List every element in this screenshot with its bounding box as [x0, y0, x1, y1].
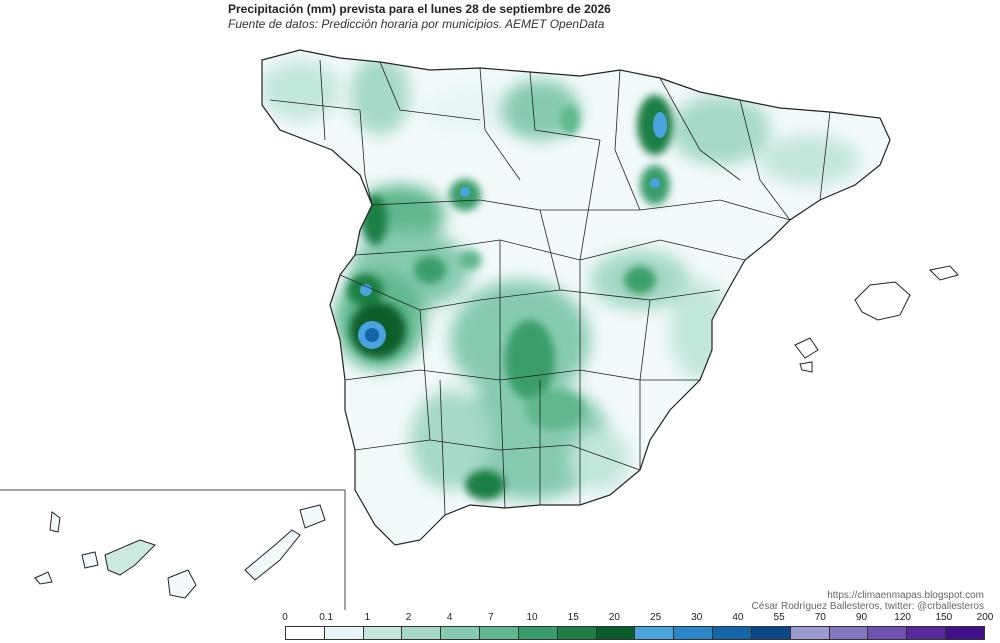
legend-tick-label: 1: [364, 612, 371, 623]
balearic-islands: [794, 265, 959, 373]
credits-blog: https://climaenmapas.blogspot.com: [827, 590, 984, 601]
island-la-gomera: [81, 551, 99, 569]
legend-tick-label: 90: [855, 612, 868, 623]
legend: 0 0.1 1 2 4 7 10 15 20 25 30 40 55 70 90 120 150 200: [282, 612, 993, 642]
legend-swatch: [596, 627, 636, 639]
island-formentera: [799, 361, 813, 373]
precipitation-map: [0, 49, 959, 610]
legend-swatch: [518, 627, 558, 639]
legend-swatch: [441, 627, 481, 639]
legend-tick-label: 20: [608, 612, 620, 623]
province-borders: [261, 49, 891, 546]
peninsula: [261, 49, 891, 546]
island-tenerife: [104, 539, 156, 576]
legend-tick-label: 70: [814, 612, 826, 623]
legend-swatch: [713, 627, 752, 639]
credits: https://climaenmapas.blogspot.com César …: [752, 590, 984, 612]
island-la-palma: [49, 511, 61, 533]
legend-tick-label: 200: [976, 612, 994, 623]
legend-tick-label: 0: [282, 612, 288, 623]
legend-swatch: [557, 627, 597, 639]
legend-swatch: [946, 627, 984, 639]
island-menorca: [928, 265, 959, 281]
legend-tick-label: 2: [405, 612, 412, 623]
legend-tick-label: 4: [446, 612, 453, 623]
legend-swatch: [480, 627, 519, 639]
legend-swatch: [829, 627, 869, 639]
legend-swatch: [868, 627, 908, 639]
legend-tick-label: 120: [894, 612, 911, 623]
map-title: Precipitación (mm) prevista para el lune…: [228, 2, 611, 16]
legend-tick-label: 30: [691, 612, 703, 623]
legend-tick-label: 25: [650, 612, 662, 623]
legend-swatch: [286, 627, 325, 639]
legend-tick-label: 40: [732, 612, 744, 623]
legend-tick-label: 55: [773, 612, 785, 623]
island-ibiza: [794, 337, 819, 359]
legend-bar: [285, 626, 985, 640]
legend-swatch: [635, 627, 675, 639]
legend-swatch: [324, 627, 364, 639]
legend-ticks: 0 0.1 1 2 4 7 10 15 20 25 30 40 55 70 90 120 150 200: [282, 612, 993, 626]
legend-tick-label: 0.1: [319, 612, 334, 623]
credits-author: César Rodríguez Ballesteros, twitter: @c…: [751, 601, 984, 612]
island-fuerteventura: [244, 529, 301, 581]
legend-swatch: [751, 627, 791, 639]
legend-swatch: [790, 627, 830, 639]
legend-swatch: [674, 627, 714, 639]
legend-swatch: [402, 627, 442, 639]
legend-tick-label: 15: [567, 612, 579, 623]
legend-swatch: [907, 627, 947, 639]
legend-tick-label: 7: [488, 612, 494, 623]
legend-tick-label: 10: [526, 612, 538, 623]
canary-islands-inset: [0, 489, 346, 610]
legend-swatch: [363, 627, 403, 639]
legend-tick-label: 150: [935, 612, 953, 623]
island-mallorca: [854, 281, 911, 321]
island-gran-canaria: [167, 569, 197, 599]
island-el-hierro: [34, 571, 53, 585]
island-lanzarote: [299, 504, 326, 529]
map-subtitle: Fuente de datos: Predicción horaria por …: [228, 17, 605, 31]
